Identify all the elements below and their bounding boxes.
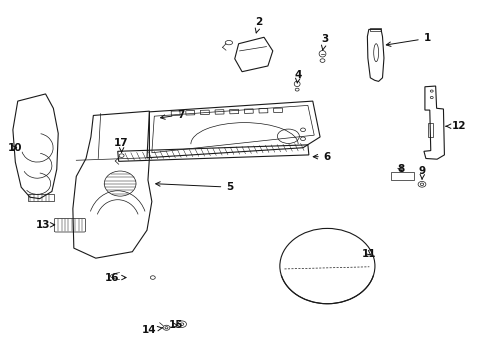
Text: 13: 13: [36, 220, 55, 230]
Text: 3: 3: [321, 34, 328, 50]
Bar: [215, 110, 224, 114]
Text: 17: 17: [114, 139, 129, 152]
Bar: [229, 109, 238, 114]
Text: 14: 14: [142, 325, 162, 335]
Text: 10: 10: [8, 143, 22, 153]
Text: 11: 11: [361, 248, 375, 258]
Bar: [390, 172, 413, 180]
Bar: [244, 109, 253, 113]
Text: 7: 7: [160, 110, 184, 120]
Text: 15: 15: [169, 320, 183, 330]
Text: 16: 16: [104, 273, 126, 283]
Text: 2: 2: [255, 17, 262, 33]
Bar: [369, 28, 380, 31]
Bar: [171, 111, 180, 116]
Bar: [258, 108, 267, 113]
Text: 4: 4: [294, 70, 301, 83]
Bar: [200, 110, 209, 114]
Text: 9: 9: [418, 166, 425, 179]
Bar: [185, 111, 194, 115]
Text: 12: 12: [445, 121, 466, 131]
Text: 8: 8: [396, 163, 404, 174]
Text: 5: 5: [155, 182, 233, 192]
Bar: [27, 194, 54, 201]
Bar: [273, 108, 282, 113]
Text: 1: 1: [386, 33, 430, 46]
Text: 6: 6: [313, 152, 330, 162]
Bar: [427, 123, 432, 137]
